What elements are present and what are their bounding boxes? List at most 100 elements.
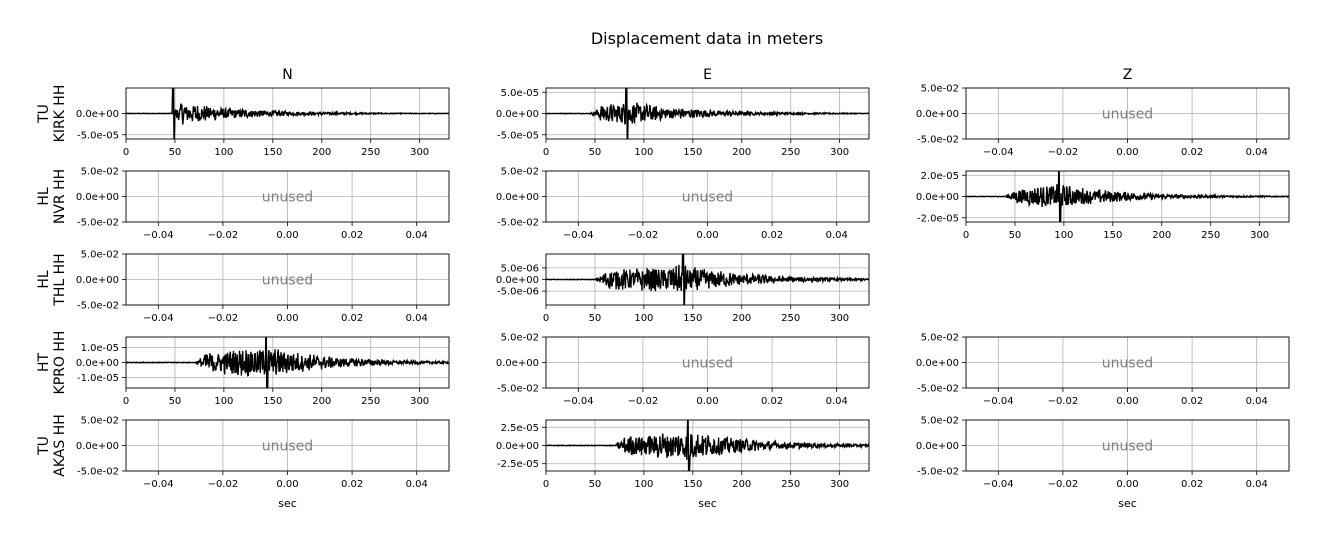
x-tick-label: 100	[1054, 230, 1073, 241]
row-label-station: KIRK HH	[52, 85, 68, 143]
y-tick-label: 5.0e-02	[921, 84, 959, 95]
x-tick-label: 100	[214, 396, 233, 407]
x-tick-label: 50	[589, 313, 602, 324]
x-tick-label: 0	[543, 147, 549, 158]
x-tick-label: 0.04	[1246, 479, 1268, 490]
x-tick-label: −0.02	[1048, 147, 1079, 158]
x-tick-label: 0.02	[1181, 147, 1203, 158]
panel-r4-c0: unused −0.04 −0.02 0.00 0.02 0.04 -5.0e-02 0.0e…	[76, 416, 450, 510]
y-tick-label: -5.0e-02	[77, 301, 119, 312]
waveform-trace	[125, 87, 449, 140]
x-tick-label: 300	[830, 479, 849, 490]
panel-r1-c0: unused −0.04 −0.02 0.00 0.02 0.04 -5.0e-02 0.0e…	[76, 167, 450, 241]
y-tick-label: 5.0e-02	[81, 167, 119, 178]
panel-r0-c1: 0 50 100 150 200 250 300 -5.0e-05 0.0e+00 5.0e-05	[496, 87, 870, 158]
y-tick-label: -5.0e-02	[917, 135, 959, 146]
x-tick-label: 250	[361, 147, 380, 158]
waveform-trace	[545, 419, 870, 472]
unused-label: unused	[1102, 107, 1153, 123]
row-label-0: TUKIRK HH	[36, 85, 68, 143]
y-tick-label: 0.0e+00	[496, 275, 539, 286]
waveform-trace	[546, 87, 870, 140]
column-title-n: N	[282, 67, 292, 83]
row-label-network: TU	[36, 104, 52, 124]
x-tick-label: −0.04	[983, 479, 1014, 490]
x-tick-label: 0.00	[276, 230, 298, 241]
x-tick-label: 250	[781, 313, 800, 324]
y-tick-label: 5.0e-05	[501, 88, 539, 99]
x-tick-label: 0.02	[1181, 479, 1203, 490]
x-tick-label: 250	[781, 479, 800, 490]
x-tick-label: 0	[123, 147, 129, 158]
y-tick-label: -2.0e-05	[917, 213, 959, 224]
y-tick-label: -5.0e-02	[917, 384, 959, 395]
panel-r1-c2: 0 50 100 150 200 250 300 -2.0e-05 0.0e+00 2.0e-05	[916, 170, 1290, 241]
unused-label: unused	[682, 356, 733, 372]
x-tick-label: 300	[410, 396, 429, 407]
y-tick-label: 2.5e-05	[501, 423, 539, 434]
y-tick-label: -5.0e-02	[497, 218, 539, 229]
x-tick-label: 0	[543, 479, 549, 490]
x-tick-label: 150	[683, 147, 702, 158]
x-tick-label: 0.00	[696, 396, 718, 407]
unused-label: unused	[1102, 356, 1153, 372]
x-tick-label: 0	[123, 396, 129, 407]
x-tick-label: 0.04	[406, 479, 428, 490]
x-tick-label: 150	[263, 147, 282, 158]
x-axis-label: sec	[1118, 497, 1137, 510]
waveform-trace	[966, 170, 1290, 223]
y-tick-label: 0.0e+00	[496, 192, 539, 203]
x-tick-label: 50	[169, 147, 182, 158]
y-tick-label: 5.0e-02	[501, 167, 539, 178]
x-tick-label: 300	[830, 313, 849, 324]
x-tick-label: 50	[589, 479, 602, 490]
y-tick-label: 0.0e+00	[496, 358, 539, 369]
unused-label: unused	[262, 190, 313, 206]
x-tick-label: −0.02	[628, 396, 659, 407]
x-tick-label: 0.00	[1116, 479, 1138, 490]
x-tick-label: 100	[634, 147, 653, 158]
x-tick-label: −0.02	[208, 479, 239, 490]
y-tick-label: 5.0e-02	[81, 416, 119, 427]
x-tick-label: 200	[312, 396, 331, 407]
y-tick-label: -2.5e-05	[497, 459, 539, 470]
x-tick-label: 0.02	[341, 313, 363, 324]
x-tick-label: 250	[781, 147, 800, 158]
unused-label: unused	[682, 190, 733, 206]
row-label-network: HL	[36, 270, 52, 289]
x-tick-label: 0.04	[406, 230, 428, 241]
x-tick-label: −0.04	[983, 396, 1014, 407]
y-tick-label: -5.0e-02	[497, 384, 539, 395]
y-tick-label: -5.0e-05	[77, 130, 119, 141]
panel-r3-c0: 0 50 100 150 200 250 300 -1.0e-05 0.0e+00 1.0e-05	[76, 336, 450, 407]
y-tick-label: 5.0e-02	[81, 250, 119, 261]
y-tick-label: 5.0e-02	[921, 333, 959, 344]
x-tick-label: 0.04	[1246, 396, 1268, 407]
x-tick-label: 0	[963, 230, 969, 241]
y-tick-label: 0.0e+00	[76, 192, 119, 203]
waveform-trace	[125, 336, 450, 389]
unused-label: unused	[262, 439, 313, 455]
y-tick-label: 0.0e+00	[916, 441, 959, 452]
figure-title: Displacement data in meters	[591, 29, 823, 48]
panel-r3-c1: unused −0.04 −0.02 0.00 0.02 0.04 -5.0e-02 0.0e…	[496, 333, 870, 407]
column-title-e: E	[703, 67, 712, 83]
x-tick-label: 200	[732, 479, 751, 490]
x-tick-label: 150	[683, 479, 702, 490]
x-tick-label: −0.02	[208, 313, 239, 324]
row-label-2: HLTHL HH	[36, 253, 68, 306]
x-tick-label: 250	[361, 396, 380, 407]
x-tick-label: −0.02	[208, 230, 239, 241]
x-tick-label: 0.00	[1116, 147, 1138, 158]
y-tick-label: 0.0e+00	[76, 275, 119, 286]
x-tick-label: −0.02	[628, 230, 659, 241]
panel-r0-c2: unused −0.04 −0.02 0.00 0.02 0.04 -5.0e-02 0.0e…	[916, 84, 1290, 158]
x-tick-label: 0.00	[1116, 396, 1138, 407]
x-tick-label: 0.02	[341, 230, 363, 241]
x-tick-label: 0	[543, 313, 549, 324]
x-tick-label: 300	[1250, 230, 1269, 241]
x-tick-label: 150	[263, 396, 282, 407]
x-tick-label: 0.02	[761, 230, 783, 241]
